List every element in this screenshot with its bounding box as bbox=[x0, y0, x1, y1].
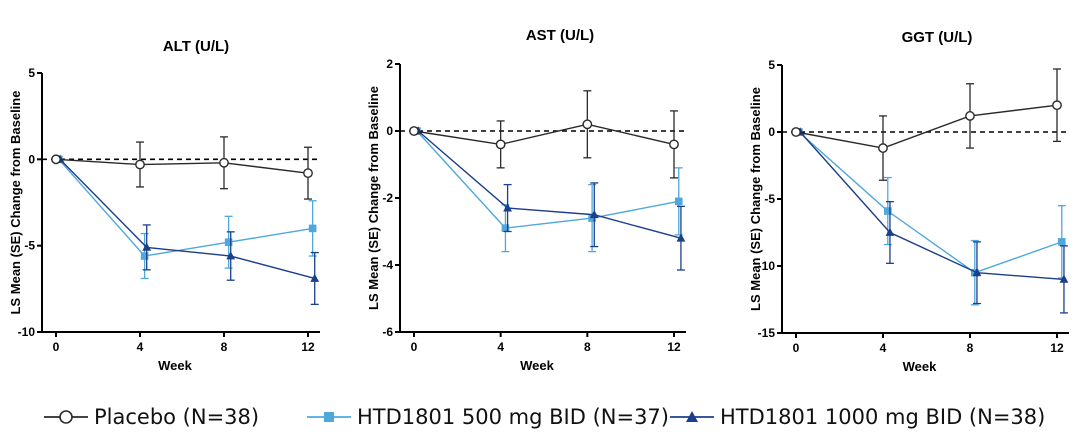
legend-label-1000mg: HTD1801 1000 mg BID (N=38) bbox=[720, 405, 1046, 429]
panel3-y-tick-label: -5 bbox=[764, 192, 775, 206]
panel3-series-500mg-point-week12 bbox=[1057, 238, 1066, 246]
panel2-y-tick-label: -4 bbox=[382, 258, 393, 272]
panel3-x-tick-label: 4 bbox=[880, 341, 887, 355]
legend-swatch-1000mg-triangle-icon bbox=[670, 411, 714, 422]
panel2-series-500mg-line bbox=[416, 130, 679, 229]
panel2-series-placebo-point-week4 bbox=[495, 139, 506, 150]
panel1-series-1000mg-point-week4 bbox=[142, 242, 152, 251]
panel3-x-axis-label: Week bbox=[903, 359, 937, 374]
panel3-title: GGT (U/L) bbox=[902, 29, 973, 46]
panel2-x-tick-label: 12 bbox=[667, 340, 681, 354]
panel3-series-1000mg-line bbox=[799, 131, 1065, 281]
panel1-series-500mg-line bbox=[58, 158, 313, 257]
panel3-y-tick-label: 5 bbox=[768, 58, 775, 72]
panel1-series-placebo-line bbox=[55, 158, 309, 174]
panel3-series-1000mg-point-week8 bbox=[972, 267, 982, 277]
panel3-x-tick-label: 8 bbox=[967, 341, 974, 355]
legend: Placebo (N=38) HTD1801 500 mg BID (N=37)… bbox=[0, 398, 1080, 438]
panel1-x-tick-label: 4 bbox=[137, 340, 144, 354]
panel2-y-tick-label: -6 bbox=[382, 325, 393, 339]
panel3-y-tick-label: -15 bbox=[758, 326, 776, 340]
panel1-y-tick-label: -10 bbox=[18, 325, 36, 339]
panel2-title: AST (U/L) bbox=[526, 27, 594, 44]
panel1-x-tick-label: 8 bbox=[221, 340, 228, 354]
panel3-series-500mg-point-week4 bbox=[883, 207, 892, 215]
panel3-x-tick-label: 12 bbox=[1050, 341, 1064, 355]
panel2-series-placebo-line bbox=[413, 123, 675, 146]
panel2-series-1000mg-point-week4 bbox=[503, 203, 512, 212]
panel1-x-tick-label: 0 bbox=[53, 340, 60, 354]
panel1-series-500mg-point-week12 bbox=[308, 224, 317, 233]
panel2-series-500mg-point-week4 bbox=[501, 224, 510, 232]
panel1-series-500mg-point-week8 bbox=[224, 238, 233, 247]
panel1-x-tick-label: 12 bbox=[301, 340, 315, 354]
panel3-series-placebo-point-week4 bbox=[878, 143, 888, 153]
legend-label-500mg: HTD1801 500 mg BID (N=37) bbox=[357, 405, 669, 429]
legend-swatch-500mg-square-icon bbox=[307, 412, 351, 422]
panel3-series-1000mg-point-week12 bbox=[1059, 274, 1069, 283]
panel3-series-placebo-point-week12 bbox=[1052, 100, 1062, 111]
panel2-y-tick-label: 0 bbox=[386, 124, 393, 138]
panel1-series-placebo-point-week8 bbox=[219, 157, 229, 168]
panel1-series-1000mg-point-week12 bbox=[310, 273, 320, 282]
panel2-series-placebo-point-week0 bbox=[409, 126, 419, 136]
panel1-y-tick-label: 0 bbox=[28, 152, 35, 166]
panel2-x-axis-label: Week bbox=[520, 358, 554, 373]
panel1-series-placebo-point-week4 bbox=[135, 159, 145, 170]
panel1-y-tick-label: 5 bbox=[28, 66, 35, 80]
panel3-series-placebo-point-week0 bbox=[791, 127, 801, 137]
panel3-series-1000mg-point-week4 bbox=[885, 227, 895, 236]
panel2-x-tick-label: 0 bbox=[411, 340, 418, 354]
panel2-series-1000mg-point-week8 bbox=[589, 209, 599, 219]
panel3-y-axis-label: LS Mean (SE) Change from Baseline bbox=[748, 87, 763, 311]
panel2-x-tick-label: 4 bbox=[497, 340, 504, 354]
panel1-series-1000mg-point-week8 bbox=[226, 251, 236, 260]
panel3-x-tick-label: 0 bbox=[793, 341, 800, 355]
panel2-series-1000mg-line bbox=[417, 130, 682, 239]
panel1-x-axis-label: Week bbox=[158, 358, 192, 373]
panel1-title: ALT (U/L) bbox=[163, 38, 229, 55]
panel2-y-tick-label: -2 bbox=[382, 191, 393, 205]
panel1-series-500mg-point-week4 bbox=[140, 252, 149, 260]
panel1-series-placebo-point-week12 bbox=[303, 168, 313, 179]
panel2-series-placebo-point-week8 bbox=[582, 119, 593, 130]
panel3-series-placebo-point-week8 bbox=[965, 111, 975, 121]
legend-swatch-placebo-circle-icon bbox=[44, 410, 88, 424]
panel3-series-500mg-line bbox=[798, 131, 1063, 274]
panel2-series-500mg-point-week12 bbox=[674, 197, 683, 206]
panel2-x-tick-label: 8 bbox=[584, 340, 591, 354]
legend-label-placebo: Placebo (N=38) bbox=[94, 405, 260, 429]
panel1-y-axis-label: LS Mean (SE) Change from Baseline bbox=[8, 91, 23, 315]
panel2-series-1000mg-point-week12 bbox=[676, 233, 686, 242]
panel3-series-placebo-line bbox=[795, 104, 1058, 149]
panel1-series-1000mg-line bbox=[59, 158, 315, 280]
panel1-series-placebo-point-week0 bbox=[51, 154, 61, 165]
panel1-y-tick-label: -5 bbox=[24, 239, 35, 253]
panel2-y-tick-label: 2 bbox=[386, 57, 393, 71]
panel3-y-tick-label: -10 bbox=[758, 259, 776, 273]
panel3-y-tick-label: 0 bbox=[768, 125, 775, 139]
panel2-y-axis-label: LS Mean (SE) Change from Baseline bbox=[366, 86, 381, 310]
panel2-series-placebo-point-week12 bbox=[669, 139, 679, 150]
